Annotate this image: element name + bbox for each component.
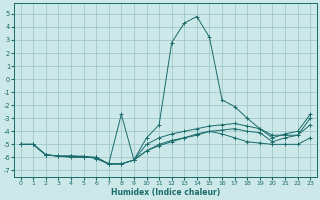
X-axis label: Humidex (Indice chaleur): Humidex (Indice chaleur) <box>111 188 220 197</box>
